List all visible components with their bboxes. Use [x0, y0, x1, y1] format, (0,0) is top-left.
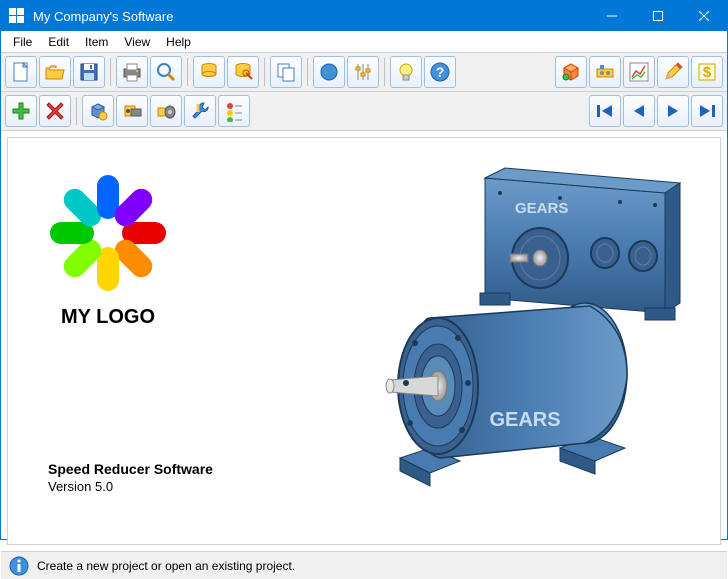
- product-version: Version 5.0: [48, 479, 213, 494]
- prev-button[interactable]: [623, 95, 655, 127]
- next-button[interactable]: [657, 95, 689, 127]
- toolbar-row-1: ? $: [1, 53, 727, 92]
- copy-button[interactable]: [270, 56, 302, 88]
- logo-text: MY LOGO: [38, 306, 178, 329]
- statusbar: Create a new project or open an existing…: [1, 551, 727, 579]
- svg-text:?: ?: [436, 64, 445, 80]
- product-name: Speed Reducer Software: [48, 461, 213, 477]
- menu-view[interactable]: View: [116, 33, 158, 51]
- menu-help[interactable]: Help: [158, 33, 199, 51]
- first-button[interactable]: [589, 95, 621, 127]
- gearbox-illustration: GEARS: [330, 158, 690, 498]
- open-button[interactable]: [39, 56, 71, 88]
- add-button[interactable]: [5, 95, 37, 127]
- front-gearbox: GEARS: [386, 303, 627, 486]
- wrench-button[interactable]: [184, 95, 216, 127]
- globe-button[interactable]: [313, 56, 345, 88]
- titlebar: My Company's Software: [1, 1, 727, 31]
- status-text: Create a new project or open an existing…: [37, 559, 295, 573]
- help-button[interactable]: ?: [424, 56, 456, 88]
- rear-gearbox-label: GEARS: [515, 200, 568, 217]
- app-icon: [9, 8, 25, 24]
- bulb-button[interactable]: [390, 56, 422, 88]
- cube-tool-button[interactable]: [555, 56, 587, 88]
- block3-button[interactable]: [150, 95, 182, 127]
- machine-tool-button[interactable]: [589, 56, 621, 88]
- remove-button[interactable]: [39, 95, 71, 127]
- chart-tool-button[interactable]: [623, 56, 655, 88]
- maximize-button[interactable]: [635, 1, 681, 31]
- toolbar-row-2: [1, 92, 727, 131]
- database2-button[interactable]: [227, 56, 259, 88]
- logo-area: MY LOGO: [38, 168, 178, 329]
- sliders-button[interactable]: [347, 56, 379, 88]
- money-tool-button[interactable]: $: [691, 56, 723, 88]
- front-gearbox-label: GEARS: [489, 409, 560, 431]
- database1-button[interactable]: [193, 56, 225, 88]
- print-button[interactable]: [116, 56, 148, 88]
- rear-gearbox: GEARS: [480, 168, 680, 320]
- traffic-button[interactable]: [218, 95, 250, 127]
- info-icon: [9, 556, 29, 576]
- pencil-tool-button[interactable]: [657, 56, 689, 88]
- menubar: File Edit Item View Help: [1, 31, 727, 53]
- minimize-button[interactable]: [589, 1, 635, 31]
- new-button[interactable]: [5, 56, 37, 88]
- logo-graphic: [38, 168, 178, 298]
- close-button[interactable]: [681, 1, 727, 31]
- block1-button[interactable]: [82, 95, 114, 127]
- content-area: MY LOGO Speed Reducer Software Version 5…: [7, 137, 721, 545]
- menu-edit[interactable]: Edit: [40, 33, 77, 51]
- save-button[interactable]: [73, 56, 105, 88]
- product-info: Speed Reducer Software Version 5.0: [48, 461, 213, 494]
- window-title: My Company's Software: [33, 9, 589, 24]
- svg-text:$: $: [703, 64, 712, 81]
- menu-file[interactable]: File: [5, 33, 40, 51]
- zoom-button[interactable]: [150, 56, 182, 88]
- menu-item[interactable]: Item: [77, 33, 116, 51]
- last-button[interactable]: [691, 95, 723, 127]
- block2-button[interactable]: [116, 95, 148, 127]
